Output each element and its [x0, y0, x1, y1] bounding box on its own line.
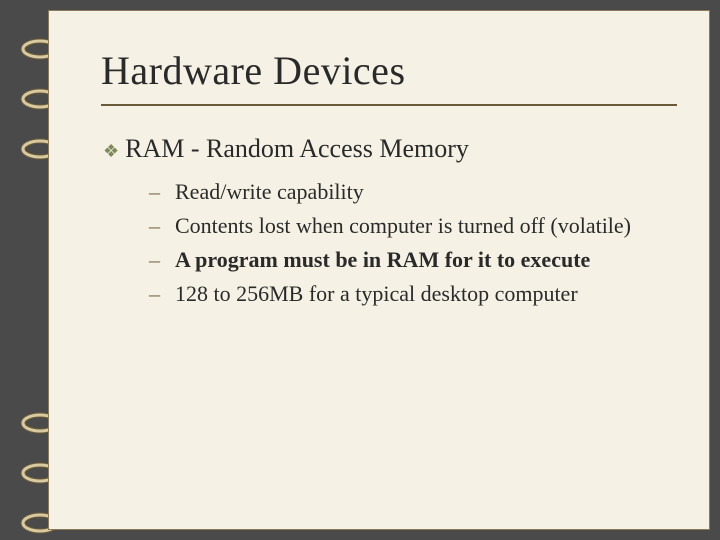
bullet-level2-text: 128 to 256MB for a typical desktop compu… [175, 280, 578, 308]
dash-bullet-icon: – [149, 283, 161, 305]
bullet-level2: – 128 to 256MB for a typical desktop com… [149, 280, 677, 308]
bullet-level2-text: Contents lost when computer is turned of… [175, 212, 631, 240]
bullet-level2: – Read/write capability [149, 178, 677, 206]
sub-bullet-list: – Read/write capability – Contents lost … [101, 178, 677, 309]
bullet-level1-text: RAM - Random Access Memory [125, 134, 469, 164]
slide: Hardware Devices ❖ RAM - Random Access M… [48, 10, 710, 530]
bullet-level2: – A program must be in RAM for it to exe… [149, 246, 677, 274]
dash-bullet-icon: – [149, 215, 161, 237]
dash-bullet-icon: – [149, 181, 161, 203]
bullet-level2-text: A program must be in RAM for it to execu… [175, 246, 590, 274]
slide-title: Hardware Devices [101, 47, 677, 106]
dash-bullet-icon: – [149, 249, 161, 271]
bullet-level2-text: Read/write capability [175, 178, 364, 206]
diamond-bullet-icon: ❖ [103, 142, 119, 160]
bullet-level1: ❖ RAM - Random Access Memory [101, 134, 677, 164]
bullet-level2: – Contents lost when computer is turned … [149, 212, 677, 240]
